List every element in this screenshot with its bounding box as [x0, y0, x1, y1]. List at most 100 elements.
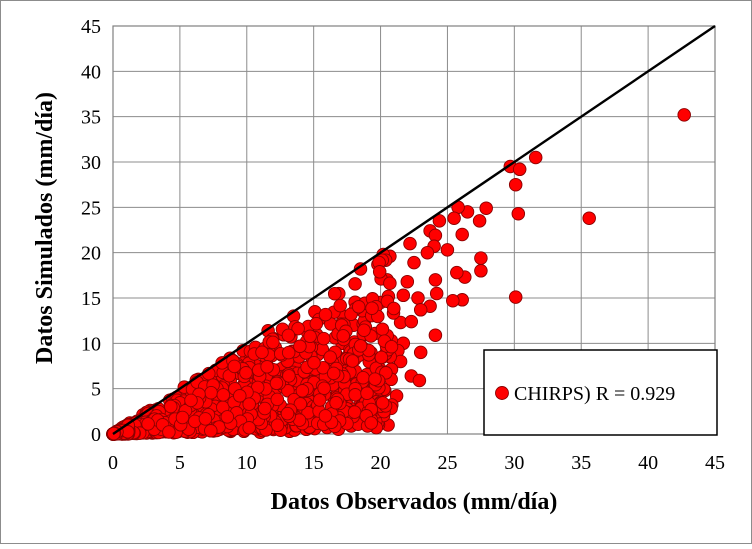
data-point — [227, 359, 242, 374]
data-point — [353, 262, 368, 276]
data-point — [360, 386, 374, 400]
data-point — [258, 401, 272, 416]
data-point — [508, 290, 523, 304]
data-point — [365, 301, 379, 315]
data-point — [348, 277, 362, 291]
data-point — [403, 236, 417, 251]
data-point — [295, 384, 310, 398]
data-point — [293, 339, 307, 354]
data-point — [291, 321, 305, 336]
data-point — [364, 416, 378, 430]
reference-line-group — [112, 25, 716, 435]
data-point — [336, 329, 350, 343]
data-point — [175, 410, 190, 425]
x-tick-label: 0 — [108, 452, 118, 474]
data-point — [383, 276, 397, 290]
data-point — [323, 350, 337, 364]
data-point — [396, 288, 411, 303]
x-tick-label: 45 — [705, 452, 725, 474]
data-point — [239, 366, 253, 380]
legend-box — [483, 349, 718, 436]
x-axis-title: Datos Observados (mm/día) — [271, 489, 558, 515]
data-point — [347, 405, 362, 419]
x-tick-label: 40 — [638, 452, 658, 474]
data-point — [372, 265, 387, 279]
x-tick-label: 20 — [371, 452, 391, 474]
data-point — [141, 417, 155, 431]
data-point — [333, 298, 347, 313]
data-point — [164, 399, 178, 414]
data-point — [281, 328, 296, 343]
data-point — [474, 264, 488, 278]
plot-area-border — [112, 25, 716, 435]
y-tick-label: 45 — [81, 16, 101, 38]
data-point — [303, 329, 317, 344]
data-point — [280, 406, 295, 421]
data-point — [432, 214, 447, 228]
data-point — [447, 211, 461, 225]
data-point — [184, 393, 198, 408]
y-tick-label: 40 — [81, 61, 101, 83]
y-tick-label: 15 — [81, 288, 101, 310]
data-point — [384, 339, 399, 354]
data-point — [474, 251, 488, 265]
data-point — [440, 243, 455, 257]
data-point — [512, 162, 527, 177]
data-point — [242, 421, 256, 435]
data-point — [270, 392, 285, 407]
data-point — [220, 410, 235, 424]
data-point — [316, 331, 331, 346]
legend: CHIRPS) R = 0.929 — [483, 349, 718, 436]
data-point — [204, 424, 218, 438]
data-point — [329, 395, 343, 410]
data-point — [479, 201, 493, 215]
data-point — [413, 345, 428, 360]
legend-label: CHIRPS) R = 0.929 — [514, 383, 675, 405]
data-point — [356, 370, 370, 385]
data-point — [450, 265, 464, 280]
y-tick-labels: 0 5 10 15 20 25 30 35 40 45 — [81, 16, 101, 446]
data-point — [309, 316, 324, 331]
data-point — [281, 345, 296, 360]
data-point — [326, 366, 341, 381]
y-axis-title: Datos Simulados (mm/día) — [32, 92, 58, 364]
data-point — [282, 369, 296, 383]
data-point — [204, 385, 218, 400]
data-point — [387, 301, 401, 316]
y-tick-label: 20 — [81, 243, 101, 265]
data-point — [375, 322, 390, 336]
data-point — [260, 360, 274, 374]
data-point — [472, 214, 487, 228]
data-point — [317, 381, 331, 395]
data-point — [400, 274, 415, 289]
data-point — [266, 335, 280, 350]
reference-line — [112, 25, 716, 435]
y-tick-label: 10 — [81, 333, 101, 355]
data-point — [407, 255, 421, 270]
x-tick-label: 35 — [571, 452, 591, 474]
data-point — [233, 389, 247, 403]
data-point — [312, 393, 327, 407]
x-tick-label: 10 — [237, 452, 257, 474]
data-point — [198, 412, 213, 426]
data-point — [293, 397, 308, 411]
data-point — [582, 211, 596, 225]
data-point — [357, 323, 371, 337]
x-tick-label: 5 — [175, 452, 185, 474]
data-point — [511, 206, 526, 221]
data-point — [412, 373, 427, 388]
legend-marker — [495, 386, 509, 400]
data-point — [345, 354, 360, 368]
y-tick-label: 30 — [81, 152, 101, 174]
data-point — [374, 350, 389, 365]
data-point — [446, 293, 460, 308]
data-point — [428, 273, 443, 287]
data-point — [677, 108, 691, 122]
data-point — [216, 388, 231, 402]
data-point — [428, 328, 443, 342]
y-tick-label: 25 — [81, 197, 101, 219]
data-point — [368, 372, 382, 386]
data-point — [318, 307, 333, 322]
x-tick-label: 30 — [504, 452, 524, 474]
